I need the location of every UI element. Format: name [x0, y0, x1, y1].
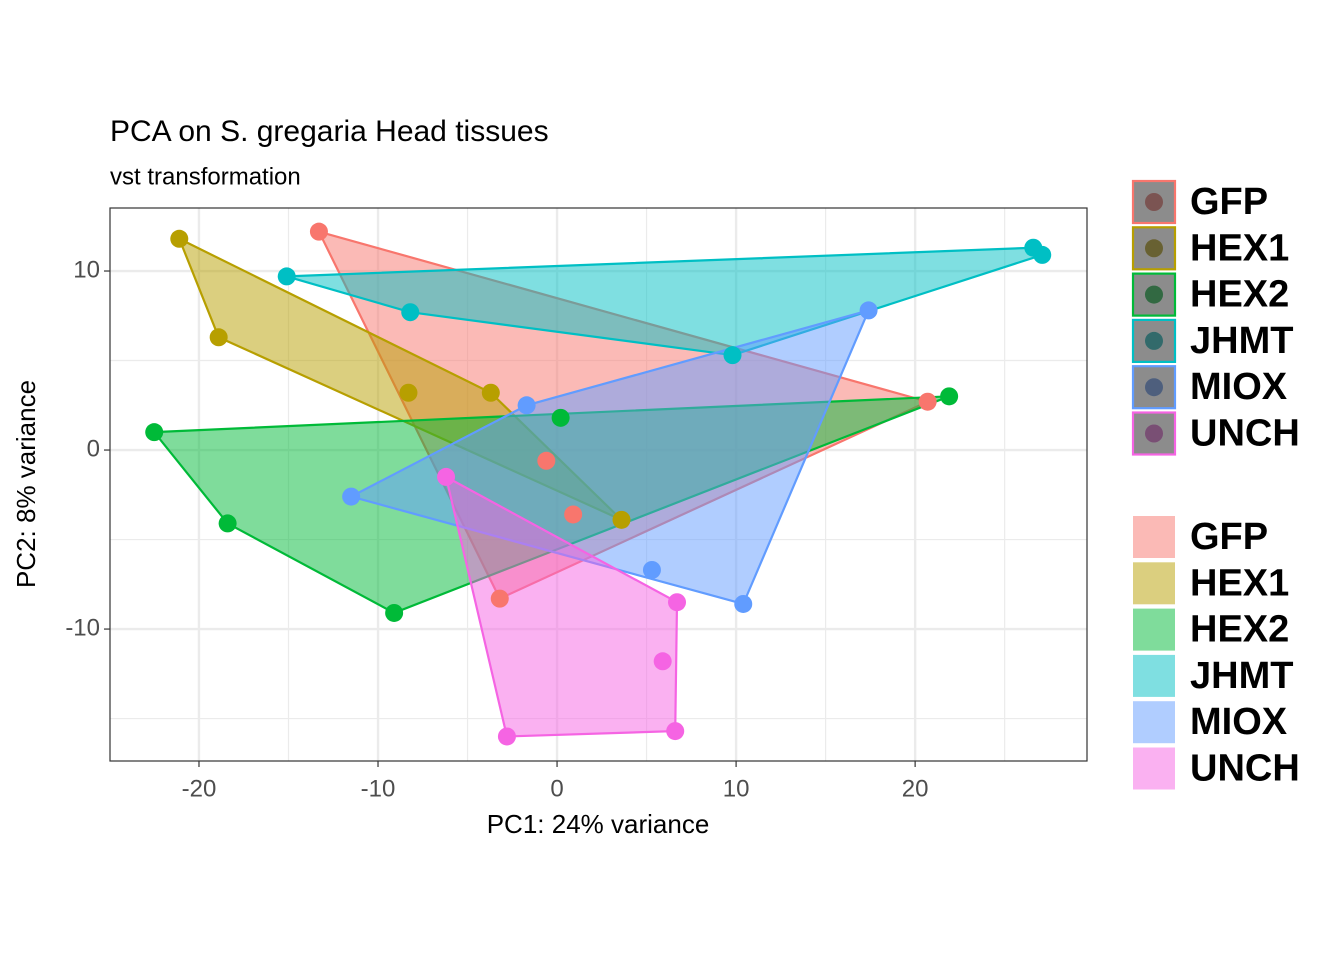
point: [399, 383, 418, 402]
panel-border: [109, 207, 1088, 762]
y-tick-label: -10: [65, 614, 100, 641]
point: [551, 408, 570, 427]
legend-point: [1145, 193, 1163, 211]
point: [723, 346, 742, 365]
legend-point-shade: [1145, 424, 1163, 443]
legend: GFPGFPHEX1HEX1HEX2HEX2JHMTJHMTMIOXMIOXUN…: [1131, 179, 1300, 790]
x-axis-label: PC1: 24% variance: [487, 809, 710, 839]
plot-area: [109, 207, 1088, 762]
legend-label: JHMT: [1190, 655, 1293, 697]
point: [668, 593, 687, 612]
point: [653, 652, 672, 671]
point: [859, 301, 878, 320]
point: [537, 451, 556, 470]
y-tick-label: 10: [73, 256, 100, 283]
legend-point-shade: [1145, 239, 1163, 258]
legend-label: GFP: [1190, 516, 1268, 558]
legend-key: [1133, 516, 1175, 558]
legend-key: [1133, 562, 1175, 605]
legend-point: [1145, 285, 1163, 304]
x-tick-label: 20: [902, 775, 929, 802]
point: [517, 396, 536, 415]
legend-label: JHMT: [1190, 320, 1293, 362]
chart-subtitle: vst transformation: [110, 163, 301, 190]
legend-point-shade: [1145, 285, 1163, 304]
legend-label: UNCH: [1190, 748, 1300, 790]
legend-point-shade: [1145, 378, 1163, 397]
legend-key: [1131, 318, 1177, 363]
legend-point-shade: [1145, 193, 1163, 211]
point: [1033, 245, 1052, 264]
legend-key: [1133, 747, 1175, 790]
legend-point: [1145, 239, 1163, 258]
legend-label: MIOX: [1190, 366, 1288, 408]
point: [145, 423, 164, 442]
x-tick-label: 10: [723, 775, 750, 802]
point: [437, 467, 456, 486]
point: [612, 510, 631, 529]
x-tick-label: -20: [182, 775, 217, 802]
legend-label: UNCH: [1190, 413, 1300, 455]
legend-key: [1131, 226, 1177, 271]
legend-point: [1145, 424, 1163, 443]
point: [385, 603, 404, 622]
point: [342, 487, 361, 506]
legend-label: GFP: [1190, 181, 1268, 223]
point: [734, 594, 753, 613]
legend-label: HEX2: [1190, 609, 1289, 651]
legend-label: HEX1: [1190, 562, 1289, 604]
point: [277, 267, 296, 286]
point: [940, 387, 959, 406]
legend-key: [1131, 179, 1177, 225]
point: [170, 229, 189, 248]
legend-key: [1133, 608, 1175, 651]
y-tick-label: 0: [87, 435, 100, 462]
x-tick-label: 0: [550, 775, 563, 802]
legend-point: [1145, 331, 1163, 350]
legend-key: [1131, 272, 1177, 317]
point: [309, 222, 328, 241]
legend-point: [1145, 378, 1163, 397]
legend-point-shade: [1145, 331, 1163, 350]
point: [490, 589, 509, 608]
point: [642, 560, 661, 579]
legend-key: [1133, 654, 1175, 697]
point: [918, 392, 937, 411]
legend-label: HEX1: [1190, 227, 1289, 269]
legend-key: [1131, 411, 1177, 456]
legend-key: [1131, 365, 1177, 410]
legend-label: MIOX: [1190, 701, 1288, 743]
legend-key: [1133, 701, 1175, 744]
point: [209, 328, 228, 347]
legend-label: HEX2: [1190, 274, 1289, 316]
x-tick-label: -10: [361, 775, 396, 802]
point: [218, 514, 237, 533]
hull: [286, 246, 1045, 357]
point: [666, 722, 685, 741]
point: [497, 727, 516, 746]
y-axis-label: PC2: 8% variance: [11, 380, 41, 588]
point: [564, 505, 583, 524]
point: [481, 383, 500, 402]
point: [401, 303, 420, 322]
chart-title: PCA on S. gregaria Head tissues: [110, 115, 549, 148]
